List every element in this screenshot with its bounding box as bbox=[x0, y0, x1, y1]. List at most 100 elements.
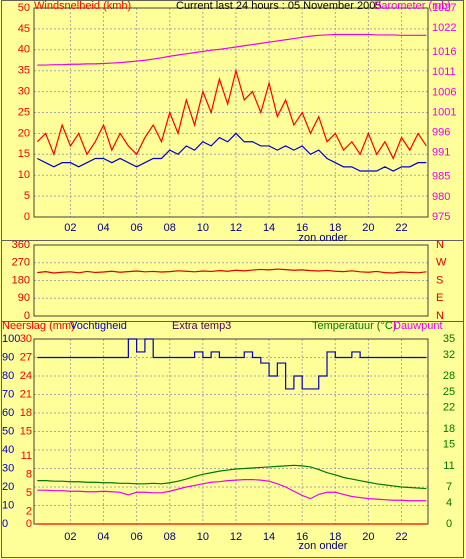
x-tick-label: 18 bbox=[329, 222, 341, 234]
series-line bbox=[36, 68, 427, 160]
annotation: zon onder bbox=[299, 540, 348, 552]
x-tick-label: 04 bbox=[97, 222, 109, 234]
y2-tick-label: 975 bbox=[432, 211, 450, 223]
y2-tick-label: 980 bbox=[432, 191, 450, 203]
x-tick-label: 22 bbox=[395, 222, 407, 234]
y2-tick-label: 996 bbox=[432, 127, 450, 139]
y-tick-label: 10 bbox=[18, 169, 30, 181]
y-tick-label: 15 bbox=[18, 148, 30, 160]
plot-border bbox=[33, 7, 429, 218]
y2-tick-label: E bbox=[436, 292, 443, 304]
x-tick-label: 16 bbox=[296, 222, 308, 234]
y-tick-label: 180 bbox=[12, 274, 30, 286]
legend-label: Neerslag (mm) bbox=[2, 320, 75, 332]
chart-title: Current last 24 hours : 05 November 2005 bbox=[176, 0, 381, 12]
x-tick-label: 10 bbox=[197, 531, 209, 543]
y-tick-label: 50 bbox=[2, 425, 14, 437]
y3-tick-label: 5 bbox=[26, 487, 32, 499]
y-tick-label: 50 bbox=[18, 2, 30, 14]
y2-tick-label: 1016 bbox=[432, 46, 456, 58]
y3-tick-label: 0 bbox=[26, 518, 32, 530]
y-tick-label: 10 bbox=[2, 499, 14, 511]
y2-tick-label: N bbox=[436, 310, 444, 322]
legend-label: Extra temp3 bbox=[172, 320, 231, 332]
series-line bbox=[37, 132, 427, 172]
y-tick-label: 5 bbox=[24, 190, 30, 202]
y-tick-label: 90 bbox=[2, 351, 14, 363]
y2-tick-label: 28 bbox=[443, 370, 455, 382]
x-tick-label: 20 bbox=[362, 222, 374, 234]
y2-tick-label: 1011 bbox=[432, 66, 456, 78]
y3-tick-label: 30 bbox=[20, 333, 32, 345]
y2-tick-label: 1001 bbox=[432, 106, 456, 118]
y-tick-label: 30 bbox=[2, 462, 14, 474]
series-line bbox=[37, 479, 427, 502]
x-tick-label: 04 bbox=[97, 531, 109, 543]
y-tick-label: 360 bbox=[12, 239, 30, 251]
series-line bbox=[37, 338, 427, 390]
x-tick-label: 08 bbox=[164, 531, 176, 543]
y3-tick-label: 21 bbox=[20, 388, 32, 400]
series-line bbox=[37, 33, 427, 66]
y-tick-label: 20 bbox=[18, 127, 30, 139]
y2-tick-label: 1006 bbox=[432, 86, 456, 98]
y-tick-label: 0 bbox=[24, 211, 30, 223]
y2-tick-label: 32 bbox=[443, 349, 455, 361]
annotation: zon onder bbox=[299, 232, 348, 244]
legend-label: Dauwpunt bbox=[393, 320, 443, 332]
y3-tick-label: 8 bbox=[26, 469, 32, 481]
x-tick-label: 18 bbox=[329, 531, 341, 543]
legend-label: Vochtigheid bbox=[70, 320, 127, 332]
panel-frame bbox=[1, 321, 464, 558]
y3-tick-label: 2 bbox=[26, 506, 32, 518]
y3-tick-label: 11 bbox=[21, 450, 32, 462]
y-tick-label: 35 bbox=[18, 65, 30, 77]
x-tick-label: 14 bbox=[263, 531, 275, 543]
x-tick-label: 16 bbox=[296, 531, 308, 543]
y2-axis-label: Barometer (mb) bbox=[374, 0, 451, 12]
y2-tick-label: 35 bbox=[443, 333, 455, 345]
y3-tick-label: 15 bbox=[20, 425, 32, 437]
y-tick-label: 80 bbox=[2, 370, 14, 382]
y-tick-label: 270 bbox=[12, 257, 30, 269]
x-tick-label: 12 bbox=[230, 531, 242, 543]
legend-label: Temperatuur (°C) bbox=[312, 320, 396, 332]
y-tick-label: 45 bbox=[18, 23, 30, 35]
y2-tick-label: S bbox=[436, 274, 443, 286]
y3-tick-label: 27 bbox=[20, 351, 32, 363]
y2-tick-label: 4 bbox=[446, 497, 452, 509]
y-tick-label: 40 bbox=[18, 44, 30, 56]
y-tick-label: 0 bbox=[24, 310, 30, 322]
y2-tick-label: 25 bbox=[443, 386, 455, 398]
y3-tick-label: 18 bbox=[20, 407, 32, 419]
y2-tick-label: 1027 bbox=[432, 2, 456, 14]
y-axis-label: Windsnelheid (kmh) bbox=[34, 0, 131, 12]
x-tick-label: 06 bbox=[131, 222, 143, 234]
y2-tick-label: N bbox=[436, 239, 444, 251]
y2-tick-label: 1022 bbox=[432, 22, 456, 34]
y2-tick-label: 18 bbox=[443, 423, 455, 435]
y2-tick-label: 0 bbox=[446, 518, 452, 530]
y-tick-label: 60 bbox=[2, 407, 14, 419]
y3-tick-label: 24 bbox=[20, 370, 32, 382]
series-line bbox=[37, 268, 427, 274]
x-tick-label: 12 bbox=[230, 222, 242, 234]
y2-tick-label: 11 bbox=[443, 460, 454, 472]
x-tick-label: 10 bbox=[197, 222, 209, 234]
y2-tick-label: W bbox=[436, 257, 447, 269]
y2-tick-label: 985 bbox=[432, 171, 450, 183]
x-tick-label: 02 bbox=[64, 531, 76, 543]
x-tick-label: 06 bbox=[131, 531, 143, 543]
x-tick-label: 02 bbox=[64, 222, 76, 234]
x-tick-label: 08 bbox=[164, 222, 176, 234]
y-tick-label: 90 bbox=[18, 292, 30, 304]
y-tick-label: 40 bbox=[2, 444, 14, 456]
y2-tick-label: 7 bbox=[446, 481, 452, 493]
y2-tick-label: 991 bbox=[432, 147, 450, 159]
x-tick-label: 20 bbox=[362, 531, 374, 543]
y-tick-label: 100 bbox=[2, 333, 20, 345]
y-tick-label: 30 bbox=[18, 86, 30, 98]
plot-border bbox=[33, 244, 429, 317]
y2-tick-label: 15 bbox=[443, 439, 455, 451]
